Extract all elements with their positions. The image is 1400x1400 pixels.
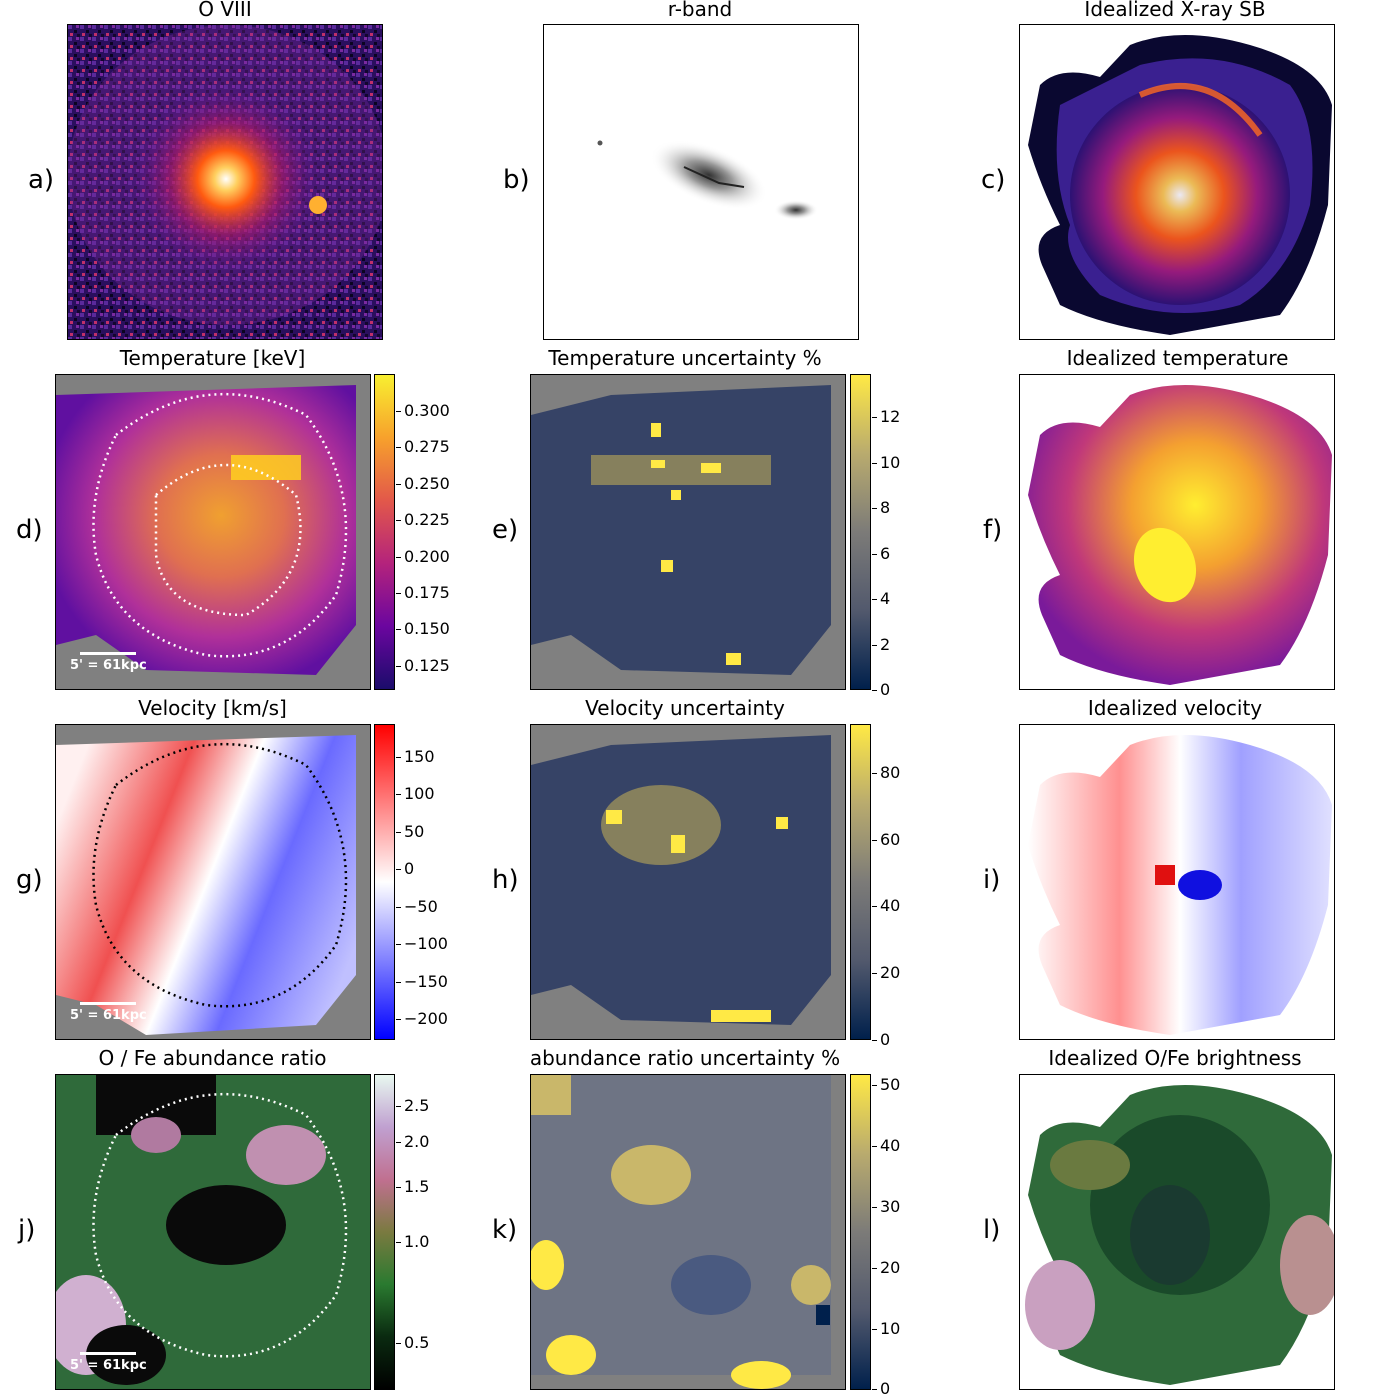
label-d: d) xyxy=(16,515,43,545)
tick-vu-60: 60 xyxy=(871,830,901,849)
label-l: l) xyxy=(983,1215,1001,1245)
tick-vel-150: 150 xyxy=(396,747,435,766)
tick-vu-40: 40 xyxy=(871,896,901,915)
tick-vu-0: 0 xyxy=(871,1030,891,1049)
title-b: r-band xyxy=(667,0,733,21)
tick-temp-0275: 0.275 xyxy=(396,437,450,456)
tick-au-0: 0 xyxy=(871,1379,891,1398)
tick-temp-0200: 0.200 xyxy=(396,547,450,566)
title-j: O / Fe abundance ratio xyxy=(98,1046,327,1070)
tick-vu-80: 80 xyxy=(871,763,901,782)
tick-vel-m200: −200 xyxy=(396,1009,448,1028)
panel-temperature-uncertainty xyxy=(530,374,846,690)
tick-ab-10: 1.0 xyxy=(395,1232,430,1251)
tick-vel-m100: −100 xyxy=(396,934,448,953)
panel-idealized-ofe xyxy=(1019,1074,1335,1390)
tick-au-10: 10 xyxy=(871,1319,901,1338)
panel-idealized-velocity xyxy=(1019,724,1335,1040)
tick-tu-8: 8 xyxy=(871,498,891,517)
tick-tu-6: 6 xyxy=(871,544,891,563)
tick-tu-12: 12 xyxy=(871,407,901,426)
label-g: g) xyxy=(16,865,43,895)
title-h: Velocity uncertainty xyxy=(585,696,785,720)
tick-vel-m150: −150 xyxy=(396,972,448,991)
label-i: i) xyxy=(983,865,1001,895)
label-k: k) xyxy=(492,1215,518,1245)
colorbar-abundance xyxy=(374,1074,395,1390)
tick-au-40: 40 xyxy=(871,1136,901,1155)
label-c: c) xyxy=(981,165,1006,195)
scalebar-text-d: 5' = 61kpc xyxy=(70,658,147,673)
tick-vel-m50: −50 xyxy=(396,897,438,916)
panel-velocity-uncertainty xyxy=(530,724,846,1040)
label-e: e) xyxy=(492,515,519,545)
panel-r-band xyxy=(543,24,859,340)
tick-tu-10: 10 xyxy=(871,453,901,472)
title-d: Temperature [keV] xyxy=(119,346,306,370)
tick-tu-0: 0 xyxy=(871,680,891,699)
tick-ab-05: 0.5 xyxy=(395,1333,430,1352)
title-g: Velocity [km/s] xyxy=(138,696,287,720)
tick-temp-0300: 0.300 xyxy=(396,401,450,420)
colorbar-temperature xyxy=(374,374,395,690)
tick-ab-15: 1.5 xyxy=(395,1177,430,1196)
tick-ab-20: 2.0 xyxy=(395,1132,430,1151)
tick-au-20: 20 xyxy=(871,1258,901,1277)
panel-idealized-temperature xyxy=(1019,374,1335,690)
label-j: j) xyxy=(18,1215,36,1245)
tick-vu-20: 20 xyxy=(871,963,901,982)
panel-abundance-uncertainty xyxy=(530,1074,846,1390)
tick-au-50: 50 xyxy=(871,1075,901,1094)
title-a: O VIII xyxy=(198,0,252,21)
label-b: b) xyxy=(503,165,530,195)
panel-idealized-xray-sb xyxy=(1019,24,1335,340)
scalebar-j: 5' = 61kpc xyxy=(70,1352,147,1373)
title-l: Idealized O/Fe brightness xyxy=(1048,1046,1302,1070)
scalebar-text-j: 5' = 61kpc xyxy=(70,1358,147,1373)
tick-tu-2: 2 xyxy=(871,635,891,654)
title-i: Idealized velocity xyxy=(1087,696,1263,720)
tick-temp-0125: 0.125 xyxy=(396,656,450,675)
panel-oviii-map xyxy=(67,24,383,340)
scalebar-g: 5' = 61kpc xyxy=(70,1002,147,1023)
title-c: Idealized X-ray SB xyxy=(1084,0,1266,21)
tick-temp-0175: 0.175 xyxy=(396,583,450,602)
panel-abundance-ratio: 5' = 61kpc xyxy=(55,1074,371,1390)
tick-tu-4: 4 xyxy=(871,589,891,608)
tick-vel-0: 0 xyxy=(395,859,415,878)
tick-au-30: 30 xyxy=(871,1197,901,1216)
label-h: h) xyxy=(492,865,519,895)
tick-temp-0250: 0.250 xyxy=(396,474,450,493)
tick-vel-100: 100 xyxy=(396,784,435,803)
tick-temp-0225: 0.225 xyxy=(396,510,450,529)
scalebar-text-g: 5' = 61kpc xyxy=(70,1008,147,1023)
tick-vel-50: 50 xyxy=(395,822,425,841)
panel-temperature: 5' = 61kpc xyxy=(55,374,371,690)
label-f: f) xyxy=(983,515,1003,545)
label-a: a) xyxy=(28,165,55,195)
colorbar-abundance-uncertainty xyxy=(850,1074,871,1390)
colorbar-temp-uncertainty xyxy=(850,374,871,690)
scalebar-d: 5' = 61kpc xyxy=(70,652,147,673)
colorbar-velocity xyxy=(374,724,395,1040)
title-k: abundance ratio uncertainty % xyxy=(529,1046,841,1070)
colorbar-velocity-uncertainty xyxy=(850,724,871,1040)
tick-temp-0150: 0.150 xyxy=(396,619,450,638)
title-f: Idealized temperature xyxy=(1066,346,1289,370)
panel-velocity: 5' = 61kpc xyxy=(55,724,371,1040)
title-e: Temperature uncertainty % xyxy=(548,346,822,370)
tick-ab-25: 2.5 xyxy=(395,1096,430,1115)
